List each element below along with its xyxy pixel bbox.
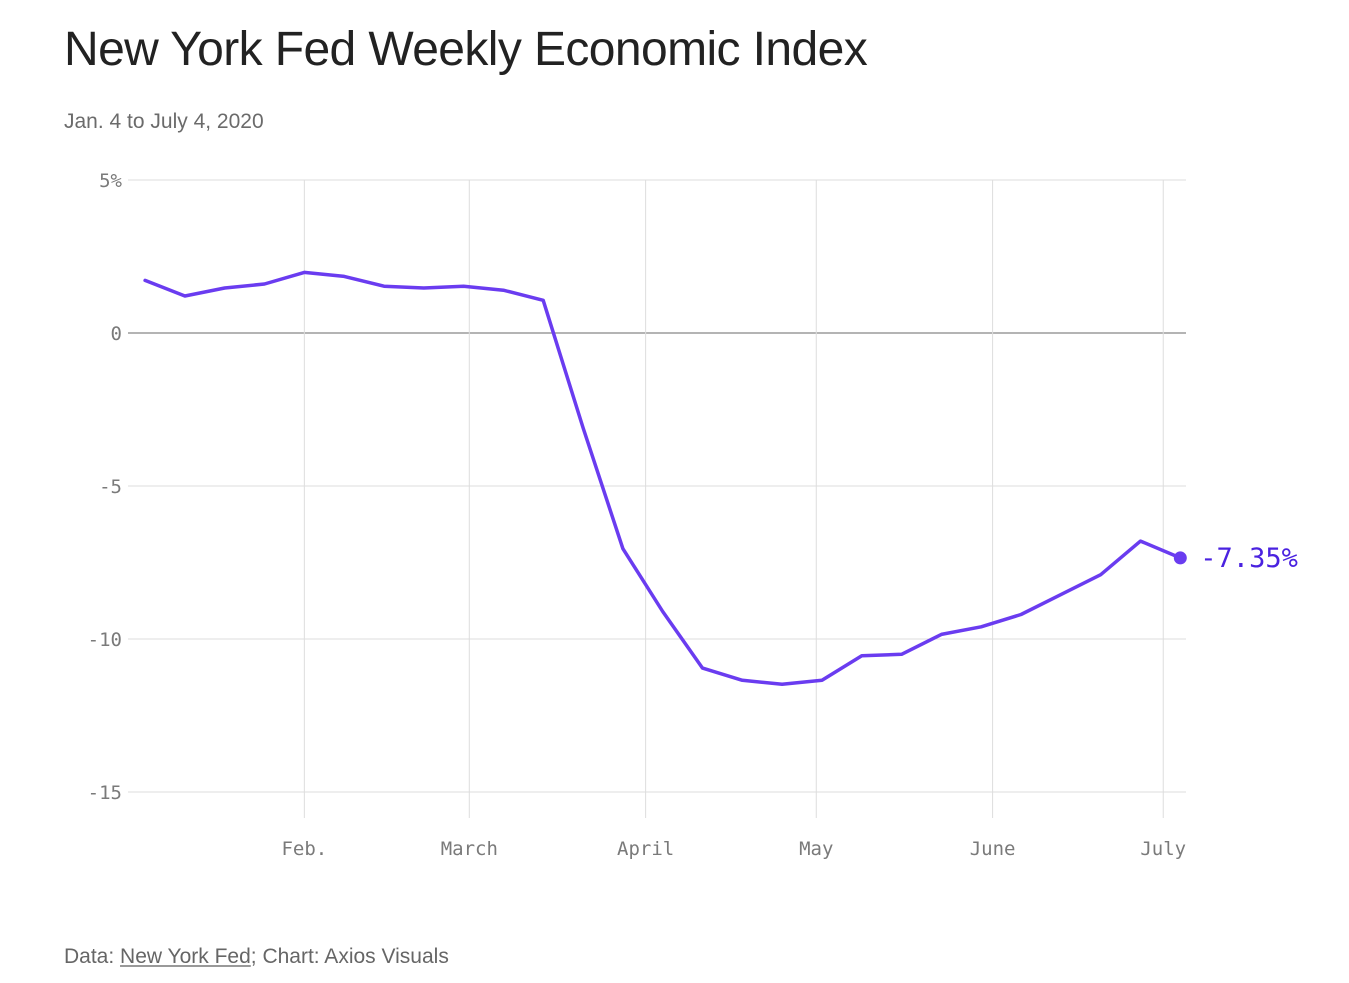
series-layer: -7.35% (143, 270, 1298, 687)
chart-footer: Data: New York Fed; Chart: Axios Visuals (64, 945, 449, 969)
end-value-label: -7.35% (1200, 543, 1298, 574)
axis-labels: 5% 0 -5 -10 -15 Feb. March April May June July (88, 170, 1186, 860)
y-tick-label: -5 (99, 476, 122, 498)
x-tick-label: Feb. (281, 838, 327, 860)
chart-subtitle: Jan. 4 to July 4, 2020 (64, 110, 264, 133)
footer-chart-credit: ; Chart: Axios Visuals (250, 945, 449, 968)
y-tick-label: -15 (88, 782, 122, 804)
end-point-dot (1173, 551, 1187, 565)
x-tick-label: March (441, 838, 498, 860)
x-tick-label: June (970, 838, 1016, 860)
grid-layer (128, 179, 1186, 818)
x-tick-label: April (617, 838, 674, 860)
y-tick-label: 5% (99, 170, 122, 192)
x-tick-label: May (799, 838, 833, 860)
footer-data-prefix: Data: (64, 945, 121, 968)
y-tick-label: 0 (111, 323, 122, 345)
line-chart: 5% 0 -5 -10 -15 Feb. March April May June July -7.… (88, 170, 1298, 860)
series-line (143, 270, 1183, 687)
y-tick-label: -10 (88, 629, 122, 651)
source-link[interactable]: New York Fed (120, 945, 251, 968)
chart-title: New York Fed Weekly Economic Index (64, 23, 868, 76)
x-tick-label: July (1140, 838, 1186, 860)
